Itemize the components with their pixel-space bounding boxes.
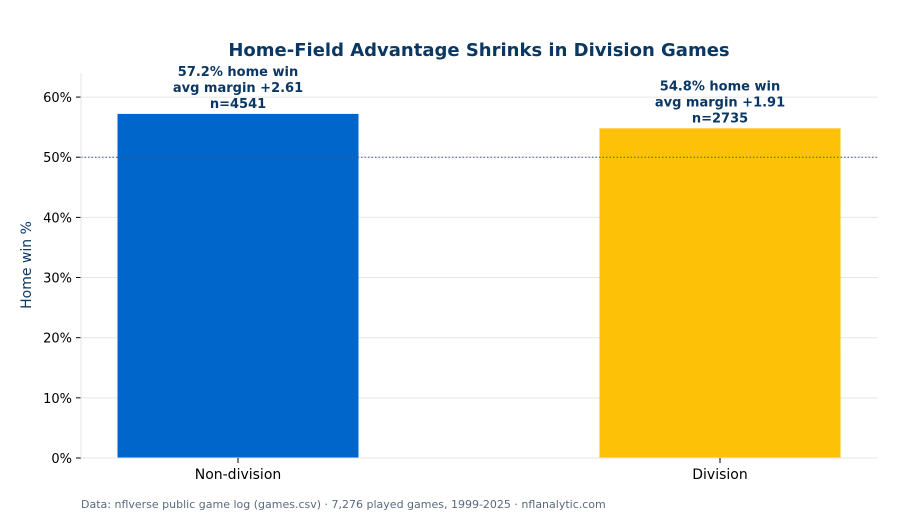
footer-source-note: Data: nflverse public game log (games.cs… bbox=[81, 498, 606, 511]
y-tick-label: 40% bbox=[43, 211, 72, 226]
chart-title: Home-Field Advantage Shrinks in Division… bbox=[228, 40, 729, 61]
bar-division bbox=[599, 128, 841, 458]
y-tick-label: 50% bbox=[43, 151, 72, 166]
bar-annotation-line: avg margin +2.61 bbox=[173, 81, 303, 96]
x-tick-label: Division bbox=[692, 467, 747, 483]
y-tick-label: 20% bbox=[43, 332, 72, 347]
y-tick-label: 30% bbox=[43, 272, 72, 287]
x-tick-label: Non-division bbox=[195, 467, 282, 483]
bar-annotation-line: avg margin +1.91 bbox=[655, 95, 785, 110]
bar-annotation-line: n=2735 bbox=[692, 111, 748, 126]
bar-annotation-line: 57.2% home win bbox=[178, 65, 298, 80]
axes: 0% 10% 20% 30% 40% 50% 60% Non-division Division bbox=[43, 73, 878, 483]
y-tick-label: 0% bbox=[51, 452, 72, 467]
bars bbox=[117, 113, 841, 458]
bar-non-division bbox=[117, 113, 359, 458]
y-axis-label: Home win % bbox=[19, 221, 35, 309]
y-tick-label: 60% bbox=[43, 91, 72, 106]
bar-annotation-line: n=4541 bbox=[210, 97, 266, 112]
bar-annotation-line: 54.8% home win bbox=[660, 79, 780, 94]
y-tick-label: 10% bbox=[43, 392, 72, 407]
